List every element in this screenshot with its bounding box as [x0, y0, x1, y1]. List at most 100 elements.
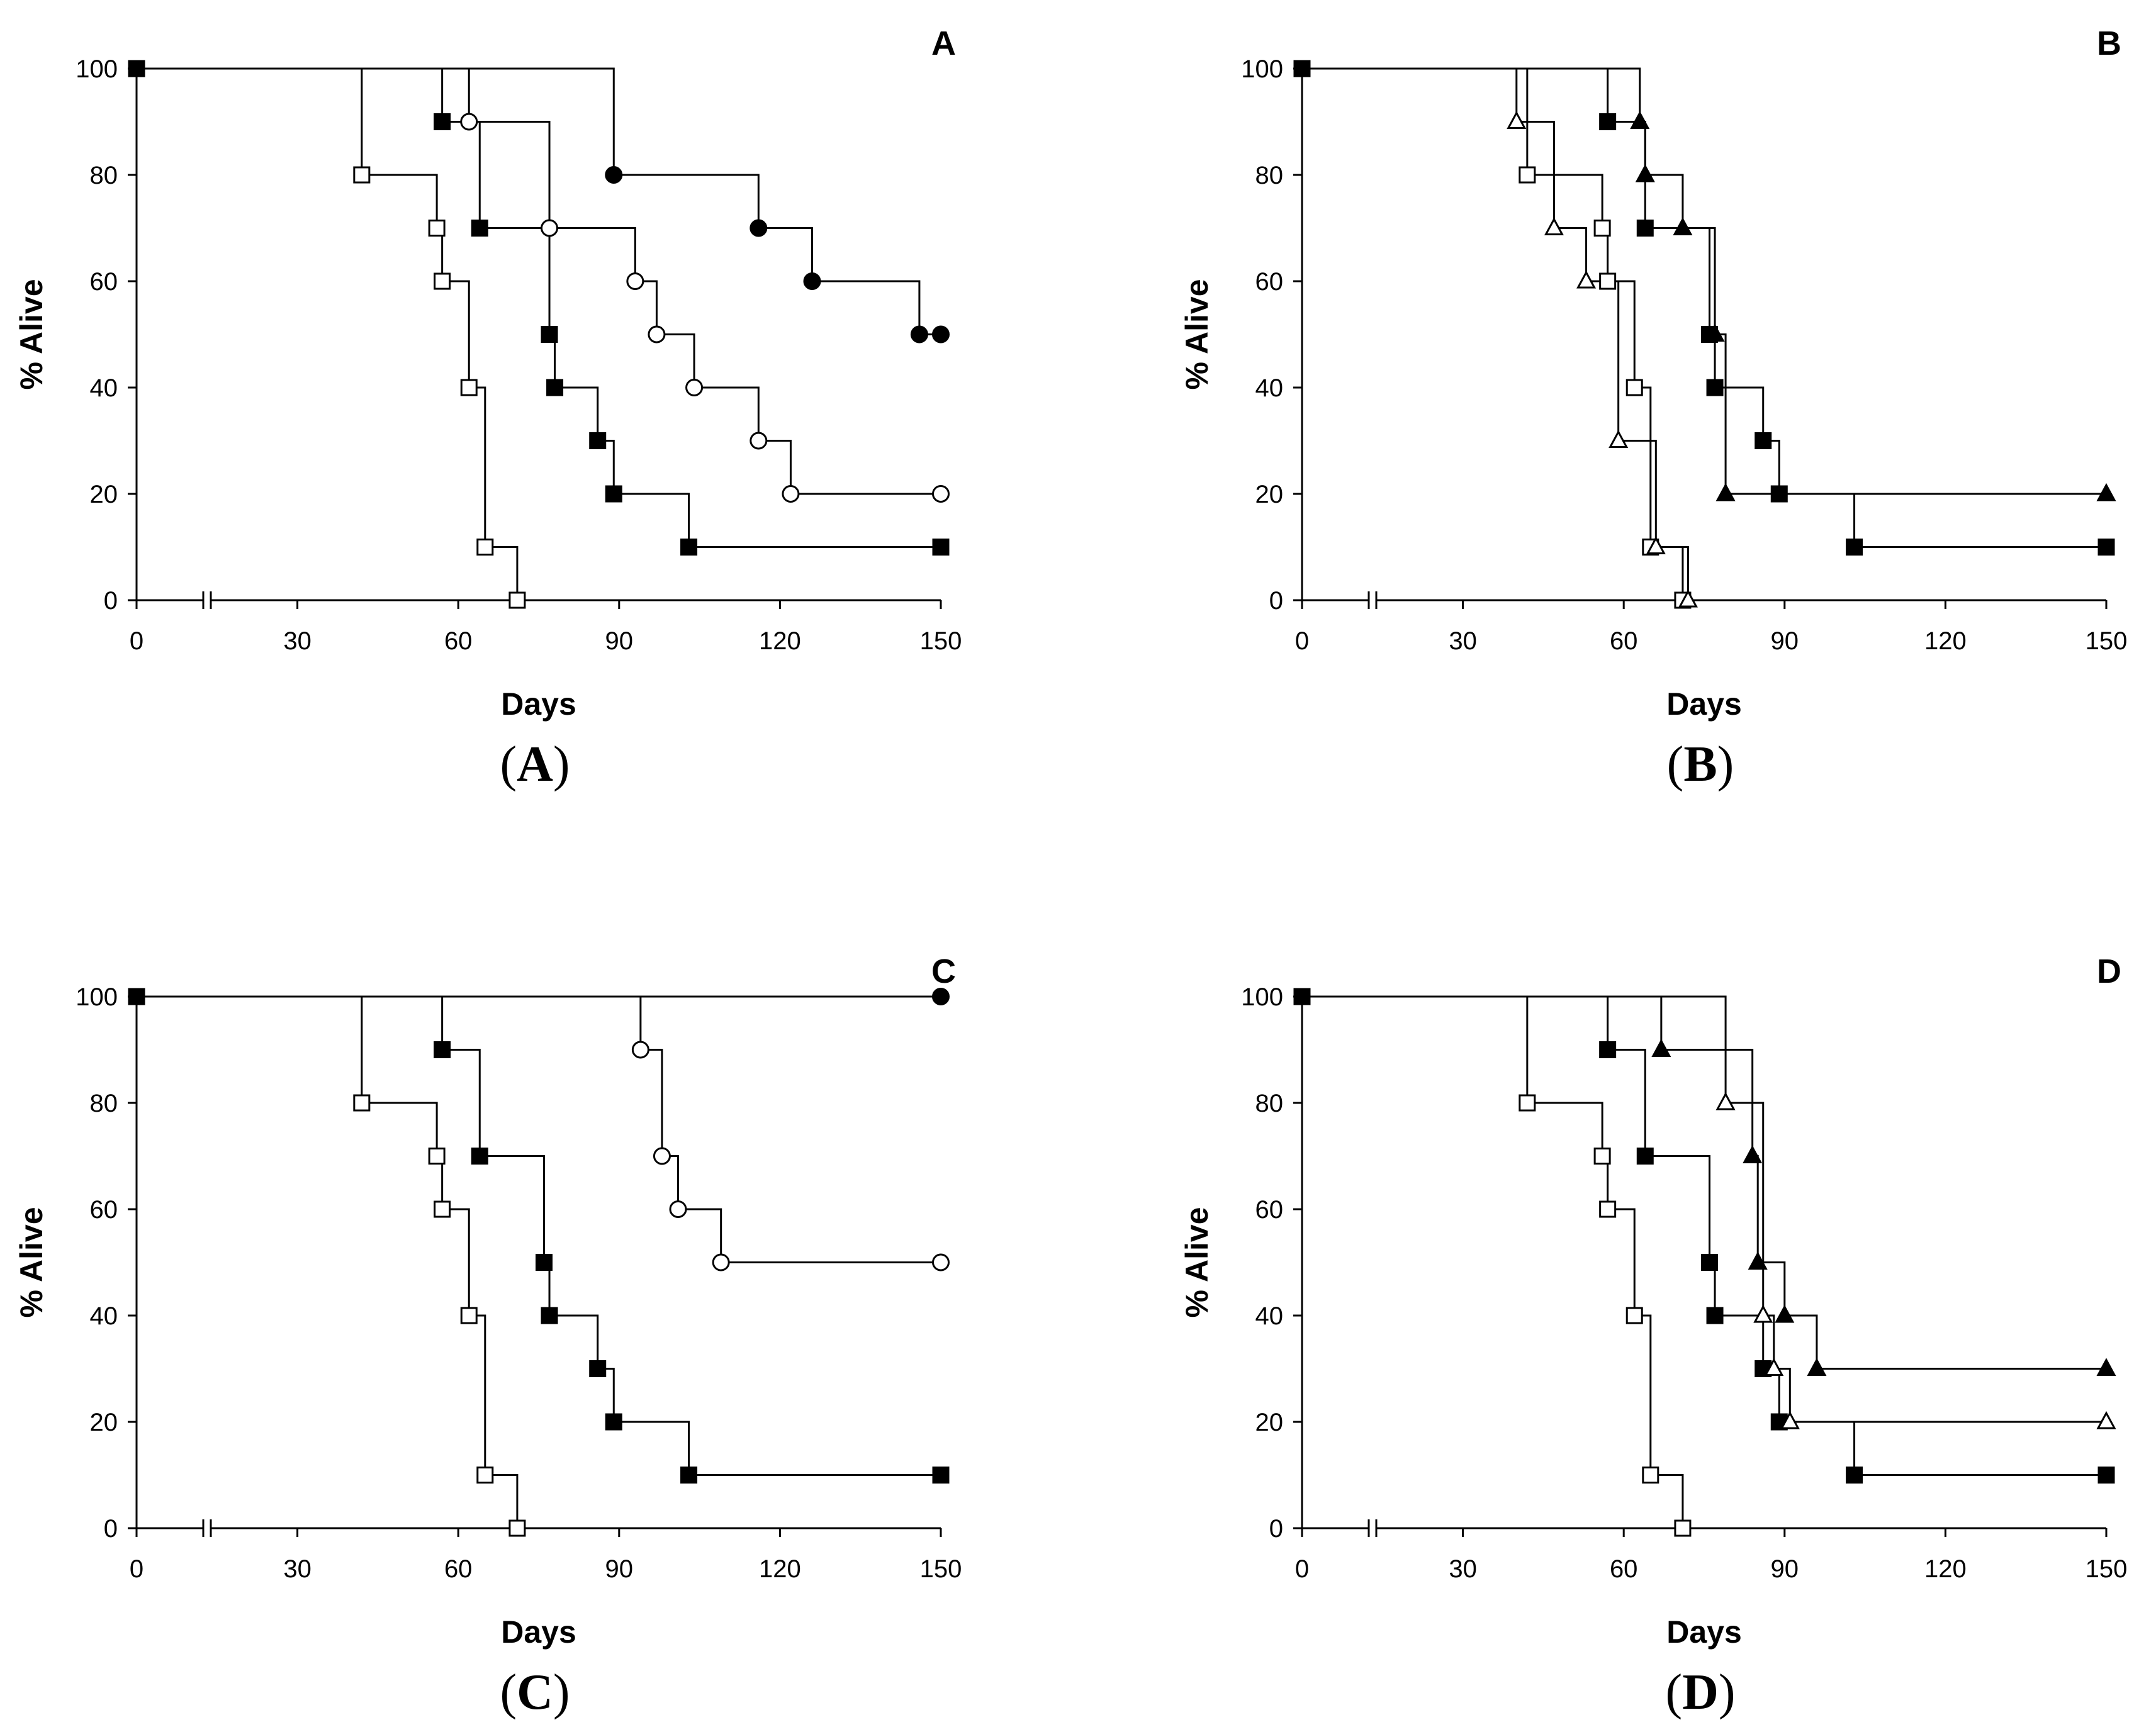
data-point-open-circle	[932, 1253, 950, 1271]
y-tick-label: 0	[1269, 1515, 1283, 1543]
x-tick-label: 120	[1924, 627, 1967, 655]
data-point-open-square	[1674, 1519, 1692, 1537]
x-tick-label: 30	[1449, 1555, 1477, 1583]
data-point-filled-square	[1706, 1307, 1724, 1324]
y-axis-label: % Alive	[1179, 1207, 1215, 1317]
y-tick-label: 100	[76, 55, 118, 83]
y-tick-label: 40	[1255, 1302, 1284, 1330]
data-point-open-square	[1642, 1467, 1659, 1484]
data-point-open-circle	[669, 1200, 687, 1218]
data-point-filled-square	[1846, 1467, 1863, 1484]
data-point-filled-triangle	[1673, 217, 1693, 235]
data-point-open-circle	[932, 485, 950, 503]
y-tick-label: 40	[1255, 374, 1284, 402]
data-point-filled-square	[589, 1360, 607, 1377]
data-point-open-triangle	[1609, 430, 1629, 448]
data-point-filled-square	[1599, 113, 1617, 130]
data-point-filled-square	[1636, 220, 1654, 237]
data-point-start	[1293, 988, 1311, 1005]
x-tick-label: 150	[920, 627, 962, 655]
data-point-start	[128, 988, 145, 1005]
y-axis-label: % Alive	[14, 279, 49, 389]
y-tick-label: 20	[1255, 1409, 1284, 1436]
x-tick-label: 0	[130, 1555, 143, 1583]
data-point-filled-square	[1599, 1041, 1617, 1058]
x-tick-label: 150	[2086, 627, 2128, 655]
y-tick-label: 60	[1255, 1196, 1284, 1224]
data-point-open-square	[353, 1094, 371, 1112]
x-tick-label: 120	[1924, 1555, 1967, 1583]
x-tick-label: 60	[1610, 627, 1638, 655]
data-point-filled-triangle	[1743, 1145, 1763, 1163]
data-point-filled-square	[2097, 539, 2115, 556]
data-point-open-triangle	[1753, 1304, 1773, 1323]
data-point-open-triangle	[1646, 536, 1666, 554]
data-point-filled-square	[471, 1148, 488, 1165]
data-point-filled-circle	[750, 219, 768, 237]
panel-label: C	[931, 953, 956, 990]
series-line-open-square	[137, 67, 519, 600]
y-tick-label: 80	[90, 1090, 118, 1117]
data-point-filled-square	[932, 1467, 950, 1484]
x-axis-label: Days	[1666, 686, 1742, 722]
data-point-open-circle	[648, 325, 666, 344]
y-tick-label: 20	[90, 1409, 118, 1436]
x-tick-label: 60	[444, 627, 473, 655]
data-point-filled-square	[680, 1467, 698, 1484]
chart-panel-b: 0 20 40 60 80 100 0 30 60 90 120 150 Days % Alive B	[1179, 25, 2127, 722]
data-point-open-square	[1599, 1200, 1617, 1218]
x-tick-label: 90	[1771, 1555, 1799, 1583]
data-point-filled-triangle	[1715, 483, 1736, 501]
data-point-filled-square	[434, 1041, 451, 1058]
data-point-open-circle	[541, 219, 559, 237]
y-tick-label: 0	[1269, 587, 1283, 615]
data-point-open-square	[1599, 272, 1617, 290]
x-tick-label: 0	[1295, 1555, 1309, 1583]
panel-label: B	[2097, 25, 2121, 62]
chart-panel-a: 0 20 40 60 80 100 0 30 60 90 120 150 Days % Alive A	[14, 25, 962, 722]
series-line-open-square	[1302, 67, 1684, 600]
y-tick-label: 40	[90, 374, 118, 402]
data-point-open-triangle	[1764, 1358, 1784, 1376]
data-point-open-square	[428, 1148, 446, 1165]
data-point-filled-circle	[605, 166, 623, 184]
x-axis-label: Days	[1666, 1614, 1742, 1650]
data-point-filled-square	[605, 1413, 622, 1431]
data-point-filled-circle	[910, 325, 928, 344]
y-axis-label: % Alive	[14, 1207, 49, 1317]
y-tick-label: 100	[76, 983, 118, 1011]
caption-a: (A)	[500, 737, 570, 792]
panel-label: A	[931, 25, 956, 62]
x-tick-label: 90	[605, 627, 634, 655]
x-tick-label: 90	[605, 1555, 634, 1583]
series-line-filled-square	[1302, 67, 2106, 548]
data-point-open-square	[434, 1200, 451, 1218]
series-line-filled-circle	[137, 67, 941, 335]
data-point-open-square	[1625, 1307, 1643, 1324]
data-point-filled-square	[541, 326, 558, 343]
data-point-open-triangle	[1544, 217, 1564, 235]
data-point-filled-triangle	[1775, 1304, 1795, 1323]
series-line-open-square	[1302, 995, 1684, 1528]
data-point-filled-triangle	[1705, 323, 1725, 342]
data-point-open-circle	[460, 113, 478, 131]
data-point-filled-square	[546, 379, 564, 396]
data-point-open-square	[1519, 166, 1536, 184]
data-point-open-triangle	[1715, 1092, 1736, 1110]
x-tick-label: 60	[444, 1555, 473, 1583]
data-point-filled-square	[2097, 1467, 2115, 1484]
x-axis-label: Days	[501, 686, 576, 722]
y-tick-label: 0	[104, 1515, 118, 1543]
y-tick-label: 80	[1255, 1090, 1284, 1117]
data-point-filled-square	[932, 539, 950, 556]
data-point-open-circle	[750, 432, 768, 450]
data-point-filled-square	[1770, 485, 1788, 503]
series-line-filled-square	[137, 67, 941, 548]
data-point-filled-circle	[932, 988, 950, 1005]
data-point-filled-triangle	[1635, 164, 1655, 182]
data-point-open-square	[1625, 379, 1643, 396]
data-point-filled-square	[605, 485, 622, 503]
x-tick-label: 60	[1610, 1555, 1638, 1583]
data-point-filled-triangle	[2096, 483, 2116, 501]
y-tick-label: 60	[90, 1196, 118, 1224]
